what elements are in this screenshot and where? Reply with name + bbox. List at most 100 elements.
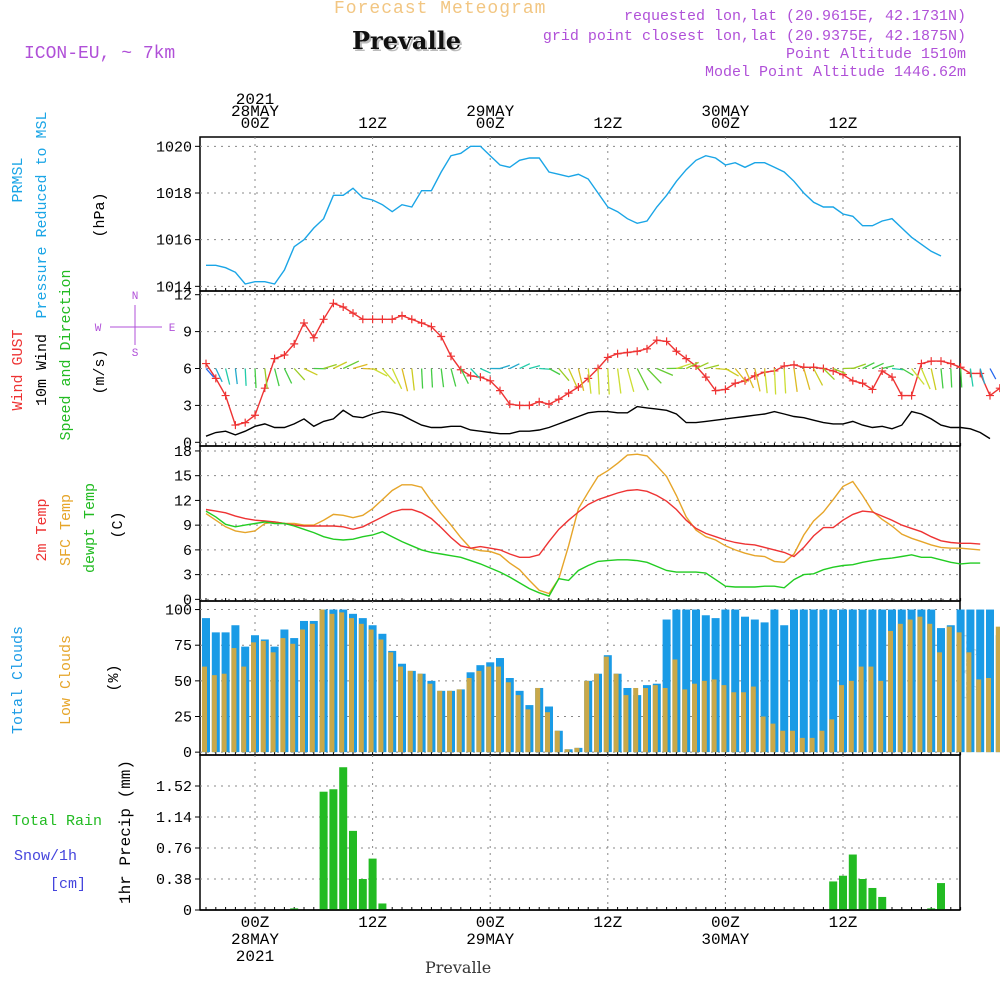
wind-direction-arrow (989, 368, 997, 380)
cloud-low-bar (349, 618, 354, 753)
precip-rain-bar (378, 903, 387, 910)
wind-gust-point (946, 359, 955, 368)
cloud-total-bar (790, 609, 798, 753)
cloud-low-bar (760, 716, 766, 753)
wind-direction-arrow (244, 368, 247, 386)
wind-direction-arrow (891, 367, 904, 371)
cloud-total-bar (780, 625, 789, 753)
temp-unit: (C) (110, 511, 127, 538)
cloud-low-bar (407, 670, 413, 753)
wind-gust-point (731, 379, 740, 388)
wind-gust-point (486, 376, 495, 385)
cloud-low-bar (692, 683, 697, 753)
precip-rain-bar (358, 879, 367, 910)
wind-gust-point (672, 347, 681, 356)
wind-direction-arrow (215, 368, 223, 383)
wind-direction-arrow (656, 367, 674, 376)
cloud-low-bar (309, 623, 315, 753)
wind-gust-point (613, 349, 622, 358)
top-time-label: 2021 (236, 91, 274, 109)
wind-direction-arrow (793, 368, 798, 392)
wind-gust-point (231, 421, 240, 430)
wind-direction-arrow (293, 368, 306, 381)
cloud-total-bar (819, 609, 828, 753)
precip-tick-label: 0.38 (156, 872, 192, 889)
wind-dir-label: Speed and Direction (58, 269, 75, 440)
cloud-low-bar (721, 685, 727, 753)
wind-gust-point (701, 373, 710, 382)
wind-gust-point (368, 315, 377, 324)
clouds-unit: (%) (106, 664, 123, 691)
wind-direction-arrow (969, 368, 974, 387)
wind-direction-arrow (558, 368, 570, 382)
cloud-low-bar (456, 689, 462, 753)
compass-n: N (132, 291, 139, 303)
temp-sfc-label: SFC Temp (58, 494, 75, 566)
cloud-low-bar (329, 613, 335, 753)
wind-gust-point (505, 400, 514, 409)
wind-gust-point (241, 418, 250, 427)
wind-direction-arrow (911, 368, 925, 385)
wind-direction-arrow (323, 363, 337, 370)
wind-direction-arrow (646, 368, 662, 384)
wind-gust-point (682, 354, 691, 363)
wind-direction-arrow (616, 368, 622, 394)
cloud-low-bar (790, 730, 795, 753)
cloud-low-bar (809, 737, 815, 753)
requested-coords: requested lon,lat (20.9615E, 42.1731N) (623, 8, 966, 25)
wind-gust-point (329, 299, 338, 308)
wind-direction-arrow (882, 364, 895, 370)
precip-rain-bar (329, 789, 338, 910)
top-time-label: 12Z (829, 115, 858, 133)
wind-direction-arrow (676, 362, 692, 370)
wind-direction-arrow (725, 367, 739, 377)
cloud-low-bar (848, 680, 854, 753)
cloud-low-bar (221, 673, 227, 753)
cloud-total-bar (809, 609, 818, 753)
temp-tick-label: 9 (183, 518, 192, 535)
wind-direction-arrow (705, 364, 720, 370)
precip-snow-label: Snow/1h (14, 848, 77, 865)
model-altitude: Model Point Altitude 1446.62m (704, 64, 966, 81)
wind-gust-point (309, 333, 318, 342)
cloud-low-bar (211, 675, 217, 753)
cloud-total-bar (878, 609, 887, 753)
cloud-low-bar (202, 666, 207, 753)
bottom-time-label: 29MAY (466, 931, 514, 949)
pressure-label: PRMSL (10, 157, 27, 202)
cloud-low-bar (368, 629, 374, 753)
cloud-low-bar (907, 619, 913, 753)
precip-rain-bar (349, 830, 357, 910)
cloud-low-bar (741, 692, 746, 753)
precip-rain-bar (339, 767, 348, 910)
clouds-low-label: Low Clouds (58, 635, 75, 725)
precip-tick-label: 1.14 (156, 810, 192, 827)
cloud-low-bar (888, 630, 893, 753)
footer-location: Prevalle (425, 958, 492, 977)
temp-dew-label: dewpt Temp (82, 483, 99, 573)
wind-gust-point (897, 391, 906, 400)
cloud-low-bar (231, 648, 237, 753)
wind-gust-point (378, 315, 387, 324)
cloud-low-bar (358, 623, 364, 753)
cloud-low-bar (682, 689, 688, 753)
clouds-tick-label: 25 (174, 710, 192, 727)
wind-gust-point (221, 391, 230, 400)
precip-rain-bar (290, 908, 299, 910)
cloud-low-bar (858, 666, 864, 753)
temp-tick-label: 0 (183, 592, 192, 609)
wind-direction-arrow (577, 368, 585, 391)
precip-cm-label: [cm] (50, 876, 86, 893)
wind-direction-arrow (597, 368, 600, 395)
wind-gust-point (437, 332, 446, 341)
wind-gust-point (319, 315, 328, 324)
wind-gust-point (280, 350, 289, 359)
wind-gust-point (358, 315, 367, 324)
cloud-low-bar (437, 690, 443, 753)
cloud-low-bar (515, 695, 521, 753)
pressure-unit: (hPa) (92, 192, 109, 237)
precip-tick-label: 0 (183, 903, 192, 920)
cloud-total-bar (750, 619, 759, 753)
wind-direction-arrow (832, 367, 846, 375)
